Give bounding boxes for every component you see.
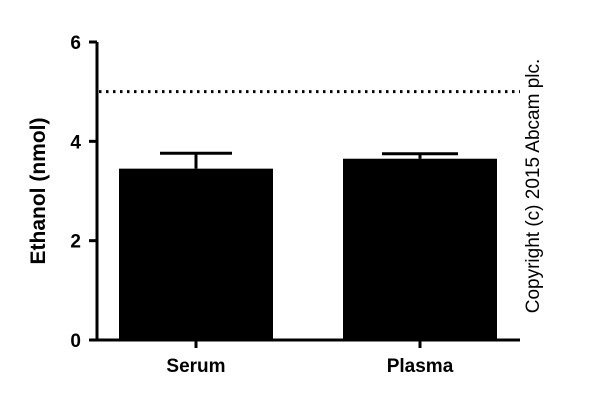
y-tick-label: 0	[70, 331, 81, 352]
x-tick-label: Serum	[166, 356, 225, 377]
y-tick-label: 4	[70, 132, 81, 153]
bar	[343, 158, 497, 340]
y-axis-title: Ethanol (nmol)	[27, 118, 50, 265]
y-tick-label: 6	[70, 33, 81, 54]
plot-area: 0 2 4 6 Serum Plasma	[70, 33, 520, 377]
x-tick-label: Plasma	[387, 356, 454, 377]
y-tick-label: 2	[70, 232, 81, 253]
bar	[119, 168, 273, 340]
copyright-watermark: Copyright (c) 2015 Abcam plc.	[523, 59, 544, 314]
